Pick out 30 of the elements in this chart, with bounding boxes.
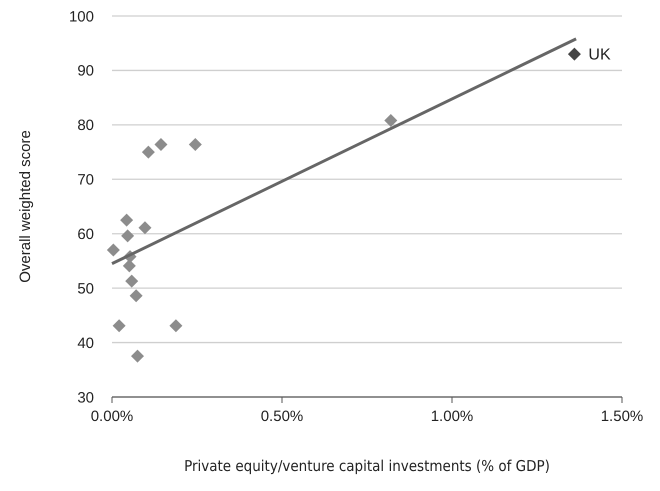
x-tick-label: 1.00% [430,408,474,425]
point [122,259,136,272]
x-axis-title: Private equity/venture capital investments (% of GDP) [184,457,550,475]
point [142,146,155,159]
point [154,138,168,151]
point [169,319,182,332]
point [568,48,581,61]
point [112,319,126,332]
y-tick-label: 80 [77,117,94,134]
point [125,274,138,288]
point [121,229,134,242]
point [188,138,202,151]
annotation: UK [588,46,611,64]
x-tick-label: 1.50% [600,408,644,425]
point [120,214,134,227]
point [384,114,398,128]
x-tick-label: 0.50% [260,408,304,425]
y-tick-label: 40 [77,334,94,352]
point [106,244,120,257]
y-tick-label: 70 [77,172,94,189]
y-tick-label: 60 [77,226,94,243]
y-tick-label: 90 [77,62,94,80]
point [138,221,152,234]
y-tick-label: 50 [77,280,94,298]
y-axis-title: Overall weighted score [17,130,34,283]
y-tick-label: 100 [68,8,94,26]
x-tick-label: 0.00% [90,408,134,425]
point [130,289,143,302]
point [131,350,144,363]
y-tick-label: 30 [77,389,94,406]
